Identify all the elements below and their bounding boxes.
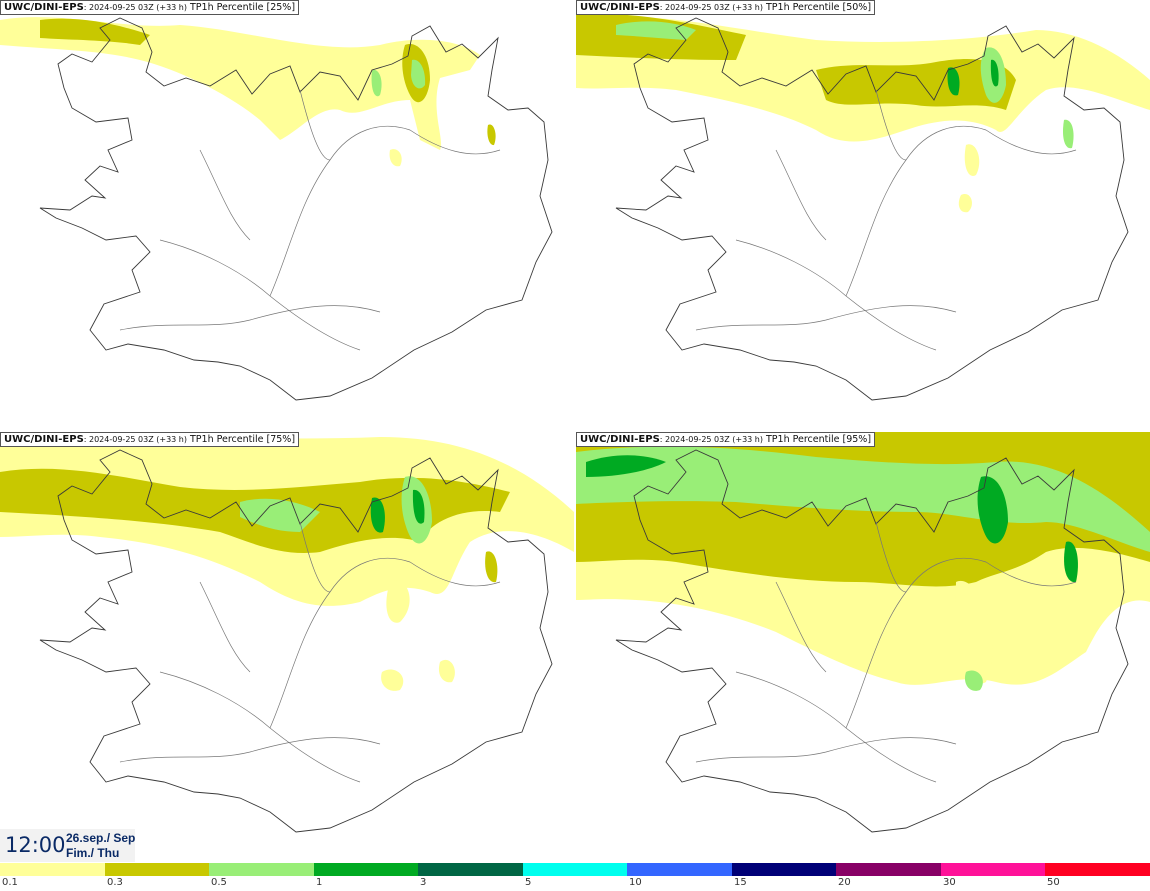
colorbar-segment	[104, 863, 210, 876]
colorbar-tick-label: 30	[943, 877, 956, 888]
precip-area-very-heavy	[947, 67, 960, 96]
precip-area-light	[0, 17, 480, 150]
colorbar-tick-label: 1	[316, 877, 323, 888]
precip-area-heavy	[371, 69, 382, 97]
colorbar-segment	[313, 863, 419, 876]
run-time: : 2024-09-25 03Z (+33 h)	[83, 3, 187, 12]
precip-area-light	[905, 641, 937, 683]
valid-day: Fim./ Thu	[66, 846, 120, 860]
map-panel-p75: UWC/DINI-EPS: 2024-09-25 03Z (+33 h) TP1…	[0, 432, 574, 862]
valid-date: 26.sep./ Sep	[66, 831, 136, 845]
map-panel-p95: UWC/DINI-EPS: 2024-09-25 03Z (+33 h) TP1…	[576, 432, 1150, 862]
run-time: : 2024-09-25 03Z (+33 h)	[83, 435, 187, 444]
colorbar-tick-label: 10	[629, 877, 642, 888]
run-time: : 2024-09-25 03Z (+33 h)	[659, 3, 763, 12]
valid-time-box	[0, 829, 135, 862]
map-canvas	[576, 432, 1150, 833]
colorbar-tick-label: 0.3	[107, 877, 123, 888]
precip-area-very-heavy	[586, 455, 666, 477]
precip-area-heavy	[1062, 119, 1074, 149]
product-name: TP1h Percentile [95%]	[762, 434, 872, 445]
precip-area-very-heavy	[370, 497, 385, 533]
precip-area-very-heavy	[990, 59, 999, 87]
precip-area-moderate	[40, 18, 150, 45]
colorbar-segment	[522, 863, 628, 876]
product-name: TP1h Percentile [50%]	[762, 2, 872, 13]
map-panel-p25: UWC/DINI-EPS: 2024-09-25 03Z (+33 h) TP1…	[0, 0, 574, 430]
precip-area-light	[438, 659, 455, 683]
model-name: UWC/DINI-EPS	[4, 2, 84, 13]
colorbar-segment	[0, 863, 105, 876]
precip-area-heavy	[616, 21, 696, 40]
map-panel-p50: UWC/DINI-EPS: 2024-09-25 03Z (+33 h) TP1…	[576, 0, 1150, 430]
model-name: UWC/DINI-EPS	[580, 434, 660, 445]
precip-area-very-heavy	[1064, 541, 1078, 583]
panel-title: UWC/DINI-EPS: 2024-09-25 03Z (+33 h) TP1…	[0, 0, 300, 15]
colorbar-segment	[731, 863, 837, 876]
map-canvas	[0, 17, 553, 401]
model-name: UWC/DINI-EPS	[4, 434, 84, 445]
colorbar-segment	[940, 863, 1046, 876]
precip-area-heavy	[411, 59, 426, 89]
precip-area-light	[381, 669, 404, 691]
map-canvas	[576, 14, 1150, 401]
colorbar-tick-label: 15	[734, 877, 747, 888]
precip-area-light	[389, 149, 402, 167]
valid-time: 12:00	[5, 833, 66, 857]
panel-title: UWC/DINI-EPS: 2024-09-25 03Z (+33 h) TP1…	[0, 432, 300, 447]
map-canvas	[0, 437, 574, 833]
colorbar-segment	[627, 863, 732, 876]
model-name: UWC/DINI-EPS	[580, 2, 660, 13]
product-name: TP1h Percentile [75%]	[186, 434, 296, 445]
run-time: : 2024-09-25 03Z (+33 h)	[659, 435, 763, 444]
precip-colorbar	[0, 863, 1150, 876]
colorbar-tick-label: 0.1	[2, 877, 18, 888]
colorbar-segment	[836, 863, 941, 876]
product-name: TP1h Percentile [25%]	[186, 2, 296, 13]
precip-area-light	[386, 580, 410, 623]
colorbar-segment	[209, 863, 314, 876]
colorbar-tick-label: 3	[420, 877, 427, 888]
colorbar-segment	[1045, 863, 1150, 876]
precip-area-light	[958, 193, 972, 213]
colorbar-tick-label: 50	[1047, 877, 1060, 888]
colorbar-tick-label: 0.5	[211, 877, 227, 888]
precip-area-light	[955, 580, 993, 684]
precip-area-very-heavy	[412, 489, 425, 524]
panel-title: UWC/DINI-EPS: 2024-09-25 03Z (+33 h) TP1…	[576, 432, 876, 447]
precip-area-heavy	[964, 670, 983, 691]
colorbar-segment	[418, 863, 523, 876]
precip-area-moderate	[485, 551, 498, 583]
precip-area-moderate	[487, 124, 496, 146]
precip-area-moderate	[816, 59, 1016, 110]
precip-area-very-heavy	[977, 476, 1008, 544]
colorbar-tick-label: 20	[838, 877, 851, 888]
precip-area-light	[964, 144, 980, 176]
colorbar-tick-label: 5	[525, 877, 532, 888]
panel-title: UWC/DINI-EPS: 2024-09-25 03Z (+33 h) TP1…	[576, 0, 876, 15]
